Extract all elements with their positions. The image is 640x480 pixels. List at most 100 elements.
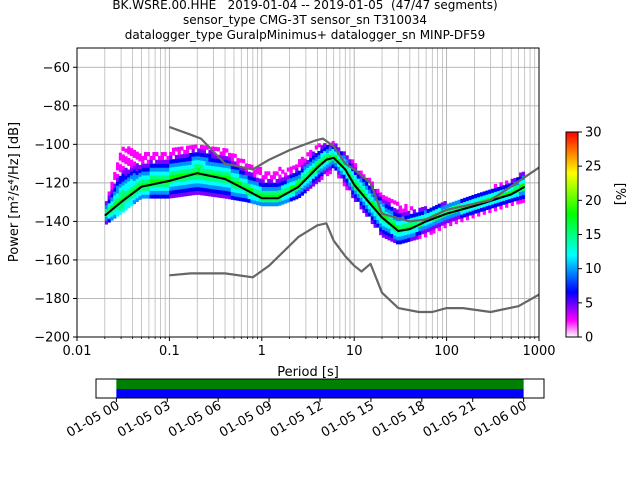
density-cell: [437, 219, 442, 224]
density-cell: [152, 163, 156, 168]
density-cell: [297, 174, 302, 179]
density-cell: [398, 224, 402, 229]
density-cell: [460, 214, 464, 219]
density-cell: [398, 213, 402, 218]
y-tick-label: −120: [34, 176, 70, 191]
density-cell: [188, 168, 192, 173]
density-cell: [264, 182, 268, 188]
density-cell: [199, 160, 204, 165]
density-cell: [213, 185, 218, 190]
density-cell: [183, 184, 187, 189]
density-cell: [247, 175, 251, 180]
density-cell: [135, 151, 139, 156]
density-cell: [219, 174, 223, 179]
density-cell: [199, 183, 204, 188]
y-axis-label: Power [m²/s⁴/Hz] [dB]: [7, 122, 22, 262]
density-cell: [435, 220, 439, 225]
density-cell: [250, 184, 254, 189]
density-cell: [110, 185, 114, 190]
density-cell: [213, 177, 218, 182]
density-cell: [373, 200, 377, 205]
density-cell: [160, 163, 164, 168]
density-cell: [144, 152, 148, 157]
density-cell: [286, 198, 290, 203]
colorbar-tick-label: 15: [585, 228, 602, 243]
density-cell: [230, 176, 234, 181]
density-cell: [297, 170, 302, 175]
density-cell: [300, 160, 304, 165]
density-cell: [429, 219, 433, 224]
density-cell: [437, 207, 442, 212]
new-high-noise-model-line: [169, 125, 539, 223]
density-cell: [519, 176, 523, 181]
density-cell: [502, 196, 506, 201]
density-cell: [127, 169, 131, 174]
density-cell: [429, 207, 433, 212]
density-cell: [247, 194, 251, 199]
density-cell: [421, 214, 425, 219]
density-cell: [247, 198, 251, 203]
density-cell: [208, 180, 212, 185]
density-cell: [127, 157, 131, 163]
colorbar-tick-label: 0: [585, 331, 593, 346]
density-cell: [202, 183, 206, 188]
density-cell: [236, 196, 240, 201]
density-cell: [244, 171, 248, 176]
density-cell: [261, 194, 265, 199]
density-cell: [488, 189, 492, 194]
density-cell: [320, 175, 324, 181]
density-cell: [351, 170, 355, 176]
density-cell: [485, 194, 489, 199]
density-cell: [135, 194, 139, 199]
density-cell: [202, 153, 206, 158]
density-cell: [233, 153, 237, 158]
density-cell: [104, 220, 109, 225]
density-cell: [325, 148, 330, 153]
density-cell: [199, 187, 204, 192]
density-cell: [205, 164, 209, 170]
density-cell: [135, 170, 139, 176]
density-cell: [155, 163, 159, 168]
density-cell: [303, 158, 307, 163]
density-cell: [158, 194, 162, 199]
density-cell: [513, 177, 517, 183]
density-cell: [323, 166, 327, 171]
density-cell: [317, 166, 321, 171]
density-cell: [468, 211, 472, 216]
density-cell: [373, 212, 377, 217]
density-cell: [510, 198, 514, 203]
density-cell: [141, 194, 145, 199]
density-cell: [267, 179, 271, 184]
density-cell: [202, 187, 206, 192]
density-cell: [205, 184, 209, 189]
density-cell: [468, 207, 472, 212]
density-cell: [141, 182, 145, 188]
density-cell: [286, 186, 290, 191]
density-cell: [188, 160, 192, 165]
density-cell: [278, 193, 282, 198]
density-cell: [292, 184, 296, 189]
density-cell: [155, 171, 159, 176]
density-cell: [379, 223, 383, 228]
density-cell: [124, 194, 128, 199]
density-cell: [353, 174, 358, 179]
density-cell: [194, 163, 198, 168]
density-cell: [314, 180, 318, 185]
density-cell: [297, 159, 302, 164]
density-cell: [379, 227, 383, 232]
density-cell: [213, 162, 218, 167]
density-cell: [303, 169, 307, 175]
density-cell: [404, 234, 408, 239]
density-cell: [163, 163, 167, 168]
density-cell: [359, 205, 363, 210]
density-cell: [222, 186, 226, 191]
density-cell: [407, 214, 411, 219]
density-cell: [269, 202, 274, 207]
density-cell: [205, 153, 209, 158]
density-cell: [398, 205, 402, 210]
density-cell: [250, 180, 254, 185]
density-cell: [407, 210, 411, 216]
density-cell: [116, 177, 120, 182]
density-cell: [110, 201, 114, 206]
density-cell: [146, 175, 150, 180]
